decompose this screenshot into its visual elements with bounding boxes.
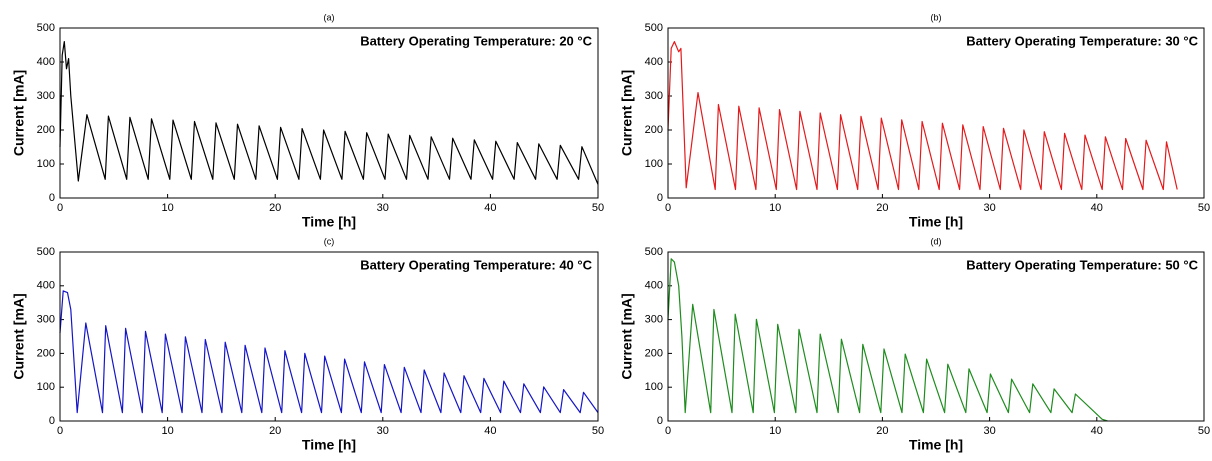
x-tick-label: 30: [377, 202, 389, 214]
y-tick-label: 0: [657, 192, 663, 204]
y-axis-label: Current [mA]: [11, 70, 27, 156]
y-tick-label: 200: [37, 347, 55, 359]
y-tick-label: 500: [645, 22, 663, 34]
y-tick-label: 0: [49, 192, 55, 204]
x-tick-label: 30: [983, 425, 995, 437]
panel-title: (b): [931, 12, 942, 22]
panel-title: (c): [324, 236, 335, 246]
x-tick-label: 0: [57, 202, 63, 214]
y-tick-label: 400: [645, 56, 663, 68]
x-tick-label: 30: [377, 425, 389, 437]
x-tick-label: 50: [1198, 202, 1210, 214]
y-axis-label: Current [mA]: [619, 70, 635, 156]
y-axis-label: Current [mA]: [619, 293, 635, 379]
data-line: [667, 41, 1178, 191]
x-tick-label: 50: [592, 202, 604, 214]
x-tick-label: 50: [1198, 425, 1210, 437]
x-axis-label: Time [h]: [302, 214, 356, 230]
y-tick-label: 500: [645, 246, 663, 258]
x-tick-label: 50: [592, 425, 604, 437]
plot-frame: [667, 251, 1205, 422]
y-tick-label: 100: [37, 158, 55, 170]
x-tick-label: 40: [1091, 425, 1103, 437]
y-axis-label: Current [mA]: [11, 293, 27, 379]
x-tick-label: 20: [269, 425, 281, 437]
y-tick-label: 200: [37, 124, 55, 136]
annotation: Battery Operating Temperature: 50 °C: [966, 257, 1198, 272]
y-tick-label: 300: [645, 314, 663, 326]
x-axis-label: Time [h]: [909, 214, 963, 230]
y-tick-label: 400: [37, 280, 55, 292]
y-tick-label: 500: [37, 22, 55, 34]
y-tick-label: 100: [645, 381, 663, 393]
plot-frame: [667, 27, 1205, 199]
y-tick-label: 0: [657, 415, 663, 427]
annotation: Battery Operating Temperature: 40 °C: [360, 257, 592, 272]
x-tick-label: 10: [769, 202, 781, 214]
x-tick-label: 20: [876, 202, 888, 214]
x-tick-label: 30: [983, 202, 995, 214]
x-tick-label: 20: [876, 425, 888, 437]
panel-title: (a): [324, 12, 335, 22]
y-tick-label: 100: [645, 158, 663, 170]
x-tick-label: 0: [665, 202, 671, 214]
y-tick-label: 0: [49, 415, 55, 427]
y-tick-label: 400: [645, 280, 663, 292]
x-tick-label: 40: [484, 202, 496, 214]
y-tick-label: 500: [37, 246, 55, 258]
plot-frame: [59, 251, 599, 422]
x-tick-label: 10: [161, 425, 173, 437]
x-tick-label: 0: [665, 425, 671, 437]
plot-frame: [59, 27, 599, 199]
y-tick-label: 200: [645, 347, 663, 359]
y-tick-label: 100: [37, 381, 55, 393]
data-line: [59, 41, 599, 185]
y-tick-label: 300: [37, 90, 55, 102]
y-tick-label: 400: [37, 56, 55, 68]
x-tick-label: 40: [484, 425, 496, 437]
x-tick-label: 20: [269, 202, 281, 214]
annotation: Battery Operating Temperature: 20 °C: [360, 33, 592, 48]
panel-title: (d): [931, 236, 942, 246]
x-tick-label: 40: [1091, 202, 1103, 214]
x-tick-label: 10: [769, 425, 781, 437]
x-axis-label: Time [h]: [909, 437, 963, 453]
data-line: [59, 290, 599, 414]
annotation: Battery Operating Temperature: 30 °C: [966, 33, 1198, 48]
y-tick-label: 200: [645, 124, 663, 136]
y-tick-label: 300: [645, 90, 663, 102]
x-tick-label: 0: [57, 425, 63, 437]
x-tick-label: 10: [161, 202, 173, 214]
x-axis-label: Time [h]: [302, 437, 356, 453]
y-tick-label: 300: [37, 314, 55, 326]
data-line: [667, 258, 1108, 422]
